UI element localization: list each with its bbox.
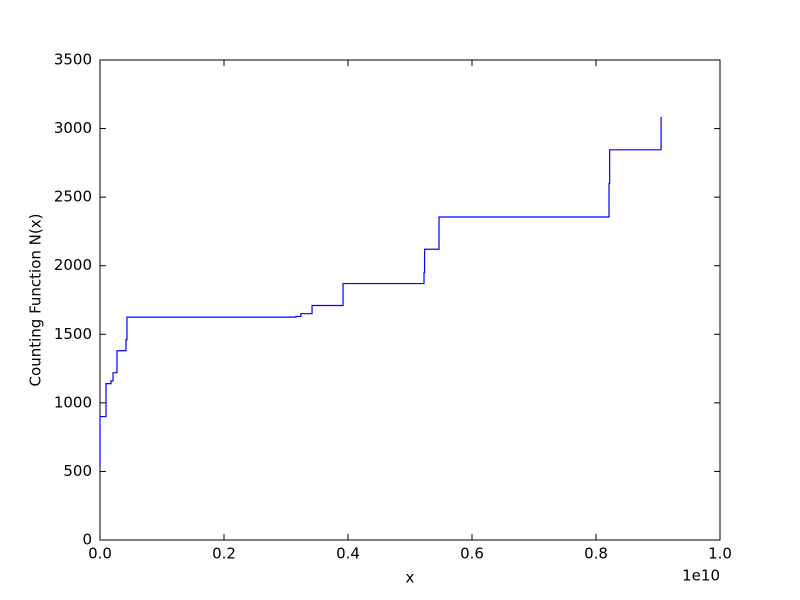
- x-tick-label: 0.8: [584, 545, 608, 563]
- x-tick-label: 0.6: [460, 545, 484, 563]
- y-tick-label: 2500: [54, 188, 92, 206]
- y-tick-label: 1500: [54, 325, 92, 343]
- x-tick-label: 0.0: [88, 545, 112, 563]
- y-axis-label: Counting Function N(x): [27, 214, 45, 387]
- x-offset-label: 1e10: [682, 567, 720, 585]
- y-tick-label: 1000: [54, 393, 92, 411]
- data-line: [99, 116, 662, 468]
- y-tick-label: 3500: [54, 51, 92, 69]
- y-tick-label: 3000: [54, 119, 92, 137]
- x-tick-label: 0.2: [212, 545, 236, 563]
- x-tick-label: 1.0: [708, 545, 732, 563]
- x-axis-label: x: [406, 569, 415, 587]
- x-tick-label: 0.4: [336, 545, 360, 563]
- y-tick-label: 2000: [54, 256, 92, 274]
- y-tick-label: 500: [63, 462, 92, 480]
- plot-frame: [99, 59, 721, 541]
- y-tick-label: 0: [82, 531, 92, 549]
